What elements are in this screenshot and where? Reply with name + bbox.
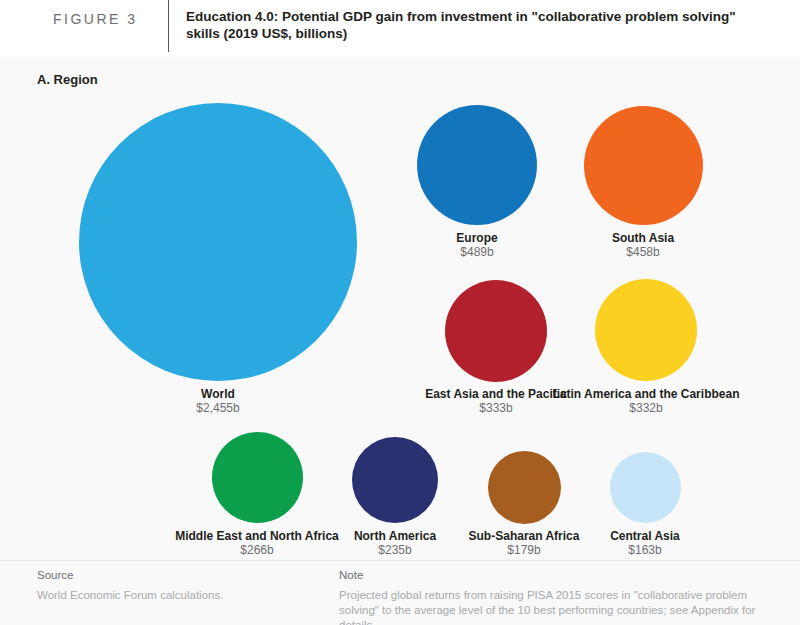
bubble-south-asia bbox=[584, 106, 703, 225]
bubble-name-latin-america-and-the-caribbean: Latin America and the Caribbean bbox=[553, 388, 740, 401]
bubble-value-south-asia: $458b bbox=[612, 246, 674, 259]
note-text: Projected global returns from raising PI… bbox=[339, 588, 771, 625]
bubble-label-south-asia: South Asia$458b bbox=[612, 232, 674, 259]
bubble-name-world: World bbox=[196, 388, 239, 401]
bubble-middle-east-and-north-africa bbox=[212, 432, 303, 523]
bubble-label-central-asia: Central Asia$163b bbox=[610, 530, 680, 557]
source-text: World Economic Forum calculations. bbox=[37, 588, 317, 603]
bubble-world bbox=[79, 103, 357, 381]
bubble-central-asia bbox=[610, 452, 681, 523]
bubble-label-north-america: North America$235b bbox=[354, 530, 436, 557]
bubble-name-middle-east-and-north-africa: Middle East and North Africa bbox=[175, 530, 339, 543]
footer-source-block: Source World Economic Forum calculations… bbox=[37, 569, 317, 603]
footer-note-block: Note Projected global returns from raisi… bbox=[339, 569, 771, 625]
bubble-label-middle-east-and-north-africa: Middle East and North Africa$266b bbox=[175, 530, 339, 557]
bubble-name-north-america: North America bbox=[354, 530, 436, 543]
bubble-label-europe: Europe$489b bbox=[456, 232, 497, 259]
bubble-north-america bbox=[352, 437, 438, 523]
bubble-value-central-asia: $163b bbox=[610, 544, 680, 557]
bubble-label-latin-america-and-the-caribbean: Latin America and the Caribbean$332b bbox=[553, 388, 740, 415]
bubble-europe bbox=[417, 105, 537, 225]
bubble-name-sub-saharan-africa: Sub-Saharan Africa bbox=[469, 530, 580, 543]
bubble-name-central-asia: Central Asia bbox=[610, 530, 680, 543]
bubble-value-world: $2,455b bbox=[196, 402, 239, 415]
note-heading: Note bbox=[339, 569, 771, 581]
bubble-value-north-america: $235b bbox=[354, 544, 436, 557]
bubble-name-south-asia: South Asia bbox=[612, 232, 674, 245]
bubble-label-world: World$2,455b bbox=[196, 388, 239, 415]
bubble-name-east-asia-and-the-pacific: East Asia and the Pacific bbox=[425, 388, 567, 401]
bubble-value-east-asia-and-the-pacific: $333b bbox=[425, 402, 567, 415]
bubble-chart: World$2,455b Europe$489b South Asia$458b Ea… bbox=[0, 0, 800, 625]
bubble-latin-america-and-the-caribbean bbox=[595, 279, 697, 381]
bubble-value-sub-saharan-africa: $179b bbox=[469, 544, 580, 557]
source-heading: Source bbox=[37, 569, 317, 581]
bubble-value-europe: $489b bbox=[456, 246, 497, 259]
bubble-label-sub-saharan-africa: Sub-Saharan Africa$179b bbox=[469, 530, 580, 557]
bubble-label-east-asia-and-the-pacific: East Asia and the Pacific$333b bbox=[425, 388, 567, 415]
bubble-value-middle-east-and-north-africa: $266b bbox=[175, 544, 339, 557]
bubble-value-latin-america-and-the-caribbean: $332b bbox=[553, 402, 740, 415]
footer-divider bbox=[0, 560, 800, 561]
bubble-name-europe: Europe bbox=[456, 232, 497, 245]
bubble-sub-saharan-africa bbox=[488, 451, 561, 524]
bubble-east-asia-and-the-pacific bbox=[445, 280, 547, 382]
figure-panel: FIGURE 3 Education 4.0: Potential GDP ga… bbox=[0, 0, 800, 625]
